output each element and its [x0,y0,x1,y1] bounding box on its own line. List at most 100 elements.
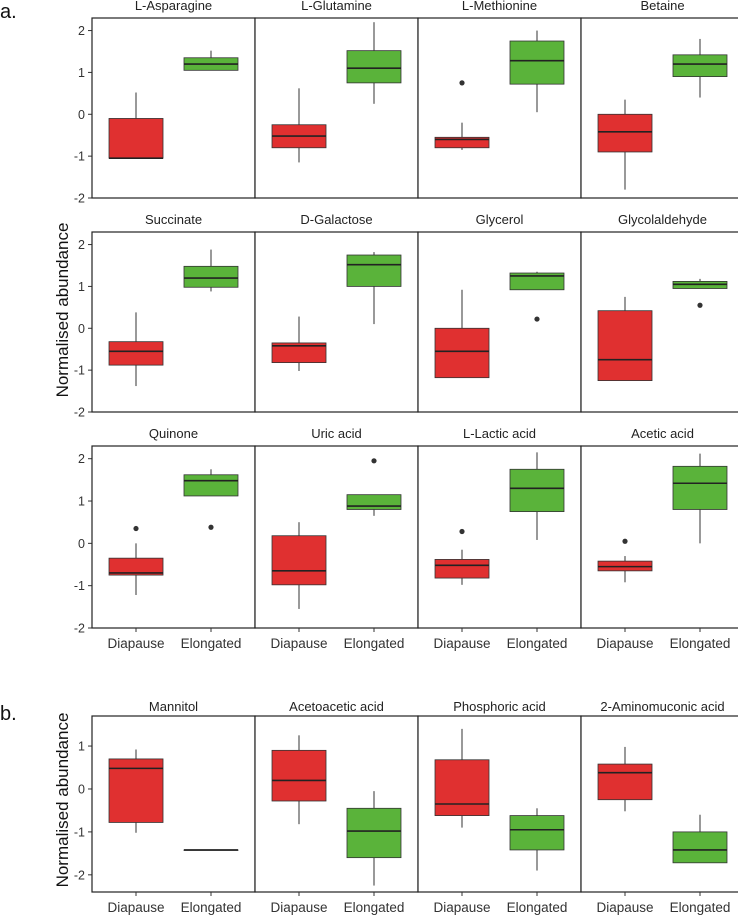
box-diapause [597,296,653,382]
facet-title: Glycerol [476,212,524,227]
y-axis-label: Normalised abundance [53,713,72,888]
facet-glycerol: Glycerol [417,212,582,413]
box-elongated [672,453,728,544]
facet-succinate: Succinate [91,212,256,413]
facet-title: Quinone [149,426,198,441]
x-tick-label-diapause: Diapause [596,900,653,915]
facet-title: Phosphoric acid [453,699,546,714]
box-iqr [108,118,164,159]
y-tick-label: 2 [78,452,85,466]
box-iqr [271,342,327,364]
facet-title: Uric acid [311,426,362,441]
box-iqr [271,535,327,586]
box-iqr [346,807,402,859]
y-tick-label: -2 [74,192,85,206]
box-elongated [509,271,565,322]
facet-betaine: Betaine [580,0,738,199]
box-iqr [672,54,728,78]
box-diapause [108,312,164,387]
y-tick-label: -2 [74,406,85,420]
facet-frame [417,231,582,413]
box-iqr [597,310,653,382]
facet-l-glutamine: L-Glutamine [254,0,419,199]
box-iqr [271,749,327,802]
box-diapause [434,728,490,828]
facet-acetoacetic-acid: Acetoacetic acid Diapause Elongated [254,699,419,915]
facet-frame [580,17,738,199]
box-elongated [672,814,728,864]
box-elongated [672,278,728,308]
x-tick-label-diapause: Diapause [107,636,164,651]
outlier-point [371,458,377,464]
box-diapause [271,316,327,371]
facet-phosphoric-acid: Phosphoric acid Diapause Elongated [417,699,582,915]
box-iqr [672,831,728,864]
facet-frame [91,445,256,629]
box-iqr [346,254,402,287]
box-iqr [597,113,653,153]
y-tick-label: 1 [78,495,85,509]
outlier-point [697,302,703,308]
y-tick-label: 0 [78,782,85,796]
box-diapause [108,92,164,160]
box-elongated [183,469,239,530]
box-iqr [183,265,239,288]
facet-title: Acetic acid [631,426,694,441]
box-diapause [597,746,653,812]
facet-title: L-Methionine [462,0,537,13]
x-tick-label-elongated: Elongated [507,636,568,651]
box-iqr [434,759,490,816]
facet-frame [91,231,256,413]
box-diapause [434,80,490,150]
box-iqr [346,50,402,84]
facet-title: D-Galactose [300,212,372,227]
y-tick-label: -1 [74,364,85,378]
facet-title: 2-Aminomuconic acid [600,699,724,714]
box-iqr [434,327,490,379]
outlier-point [622,538,628,544]
box-elongated [346,791,402,886]
y-tick-label: -1 [74,150,85,164]
outlier-point [534,316,540,322]
facet-l-asparagine: L-Asparagine [91,0,256,199]
y-tick-label: -1 [74,579,85,593]
panel-label: a. [0,1,17,23]
y-tick-label: 0 [78,537,85,551]
box-diapause [271,522,327,609]
facet-2-aminomuconic-acid: 2-Aminomuconic acid Diapause Elongated [580,699,738,915]
x-tick-label-elongated: Elongated [507,900,568,915]
facet-mannitol: Mannitol Diapause Elongated [91,699,256,915]
box-iqr [183,474,239,497]
x-tick-label-diapause: Diapause [107,900,164,915]
box-iqr [597,763,653,801]
box-iqr [434,136,490,149]
outlier-point [133,525,139,532]
facet-uric-acid: Uric acid Diapause Elongated [254,426,419,651]
box-elongated [509,30,565,113]
box-elongated [183,249,239,292]
box-diapause [271,735,327,825]
box-elongated [183,50,239,71]
x-tick-label-diapause: Diapause [596,636,653,651]
x-tick-label-elongated: Elongated [181,636,242,651]
box-diapause [108,525,164,595]
box-elongated [346,252,402,325]
box-iqr [509,815,565,851]
y-tick-label: 1 [78,740,85,754]
box-iqr [108,557,164,576]
panel-label: b. [0,703,17,725]
facet-l-lactic-acid: L-Lactic acid Diapause Elongated [417,426,582,651]
box-iqr [346,494,402,510]
y-axis-label: Normalised abundance [53,223,72,398]
facet-glycolaldehyde: Glycolaldehyde [580,212,738,413]
facet-title: L-Glutamine [301,0,372,13]
x-tick-label-elongated: Elongated [181,900,242,915]
box-iqr [108,758,164,823]
y-tick-label: -2 [74,622,85,636]
outlier-point [459,80,465,86]
box-diapause [271,88,327,163]
chart-panel-a: a.Normalised abundance-2-1012L-Asparagin… [0,0,738,651]
facet-frame [254,715,419,893]
chart-panel-b: b. Normalised abundance -2 -1 0 1 Mannitol Diap… [0,699,738,915]
